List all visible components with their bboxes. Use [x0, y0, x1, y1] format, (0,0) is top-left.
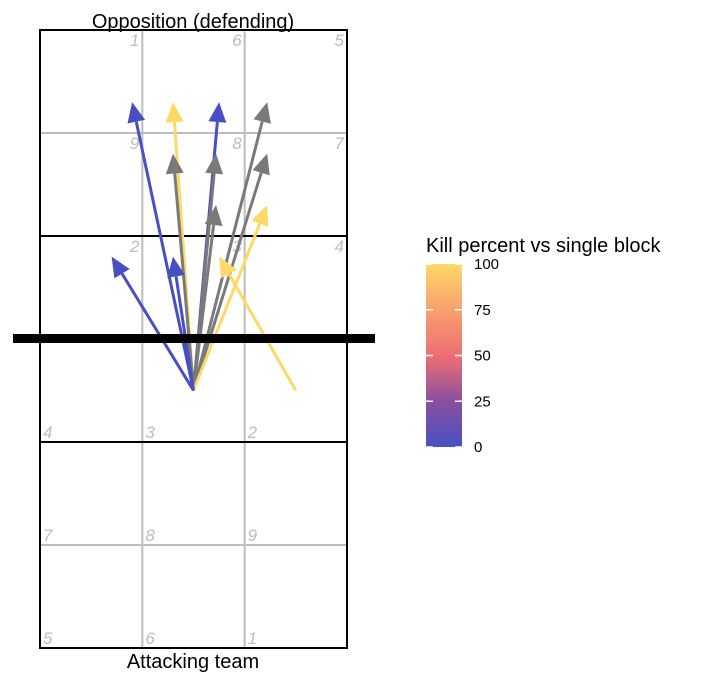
- arrow-head: [111, 256, 130, 279]
- arrow-shaft: [174, 276, 195, 391]
- arrow-head: [167, 256, 185, 278]
- attack-arrow-10: [111, 256, 195, 392]
- zone-label-attacking-9: 9: [248, 526, 258, 545]
- arrow-head: [204, 205, 223, 226]
- zone-label-opposition-6: 6: [232, 31, 242, 50]
- chart-title: Opposition (defending): [92, 11, 294, 33]
- attack-arrow-11: [167, 256, 195, 391]
- legend-tick-label-100: 100: [474, 256, 499, 273]
- attack-arrow-9: [192, 205, 269, 392]
- arrow-head: [165, 102, 184, 123]
- legend-title: Kill percent vs single block: [426, 235, 662, 257]
- arrow-head: [127, 102, 146, 124]
- zone-label-opposition-9: 9: [130, 134, 140, 153]
- zone-label-attacking-5: 5: [43, 629, 53, 648]
- arrow-head: [252, 153, 270, 176]
- zone-label-opposition-8: 8: [232, 134, 242, 153]
- arrow-head: [208, 102, 227, 123]
- zone-label-attacking-3: 3: [145, 423, 155, 442]
- arrow-shaft: [192, 121, 264, 391]
- zone-label-attacking-6: 6: [145, 629, 155, 648]
- zone-label-opposition-7: 7: [335, 134, 345, 153]
- arrow-head: [219, 256, 237, 279]
- arrow-shaft: [227, 273, 298, 392]
- arrow-layer: [111, 102, 298, 392]
- arrow-head: [253, 102, 271, 124]
- zone-label-attacking-8: 8: [145, 526, 155, 545]
- net-line: [13, 334, 375, 343]
- arrow-shaft: [192, 223, 262, 392]
- attack-arrow-1: [127, 102, 195, 391]
- zone-label-opposition-5: 5: [335, 31, 345, 50]
- arrow-shaft: [192, 172, 263, 391]
- zone-label-opposition-2: 2: [129, 237, 140, 256]
- zone-label-attacking-7: 7: [43, 526, 53, 545]
- attack-arrow-7: [192, 153, 270, 391]
- zone-label-opposition-4: 4: [335, 237, 344, 256]
- arrow-head: [205, 153, 224, 175]
- arrow-shaft: [134, 121, 195, 391]
- legend-tick-label-50: 50: [474, 348, 491, 365]
- attack-arrow-12: [219, 256, 298, 392]
- colorbar-legend: Kill percent vs single block 0 25 50 75 100: [426, 235, 662, 456]
- attack-arrow-4: [192, 102, 271, 391]
- zone-label-opposition-1: 1: [130, 31, 139, 50]
- arrow-shaft: [173, 173, 195, 391]
- legend-tick-label-25: 25: [474, 393, 491, 410]
- legend-tick-label-75: 75: [474, 302, 491, 319]
- zone-label-attacking-4: 4: [43, 423, 52, 442]
- attack-arrow-8: [192, 205, 223, 391]
- bottom-caption: Attacking team: [127, 651, 259, 673]
- zone-label-attacking-2: 2: [247, 423, 258, 442]
- legend-tick-label-0: 0: [474, 439, 482, 456]
- attack-arrow-5: [165, 153, 195, 391]
- arrow-shaft: [120, 272, 195, 392]
- arrow-head: [165, 153, 184, 175]
- arrow-head: [251, 205, 269, 227]
- zone-label-attacking-1: 1: [248, 629, 257, 648]
- arrow-shaft: [192, 224, 216, 391]
